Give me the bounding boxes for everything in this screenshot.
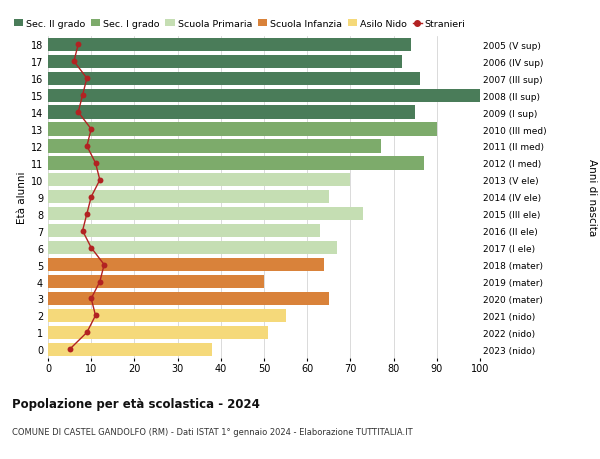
Bar: [48, 106, 415, 119]
Point: [73, 41, 83, 49]
Point: [86, 194, 96, 201]
Bar: [48, 292, 329, 305]
Point: [78, 92, 88, 100]
Bar: [48, 157, 424, 170]
Point: [95, 177, 104, 184]
Bar: [48, 90, 480, 102]
Bar: [48, 73, 419, 85]
Point: [65, 346, 74, 353]
Point: [86, 245, 96, 252]
Bar: [48, 326, 268, 339]
Point: [78, 228, 88, 235]
Point: [86, 295, 96, 302]
Point: [100, 261, 109, 269]
Point: [82, 75, 92, 83]
Point: [91, 160, 100, 167]
Bar: [48, 343, 212, 356]
Bar: [48, 174, 350, 187]
Bar: [48, 224, 320, 238]
Point: [91, 312, 100, 319]
Bar: [48, 309, 286, 322]
Bar: [48, 275, 264, 289]
Text: Anni di nascita: Anni di nascita: [587, 159, 597, 236]
Point: [69, 58, 79, 66]
Point: [82, 211, 92, 218]
Point: [82, 143, 92, 150]
Bar: [48, 258, 325, 272]
Point: [95, 278, 104, 285]
Bar: [48, 123, 437, 136]
Point: [86, 126, 96, 134]
Bar: [48, 56, 402, 69]
Bar: [48, 241, 337, 255]
Bar: [48, 140, 380, 153]
Legend: Sec. II grado, Sec. I grado, Scuola Primaria, Scuola Infanzia, Asilo Nido, Stran: Sec. II grado, Sec. I grado, Scuola Prim…: [14, 20, 466, 29]
Point: [82, 329, 92, 336]
Bar: [48, 191, 329, 204]
Point: [73, 109, 83, 117]
Text: Popolazione per età scolastica - 2024: Popolazione per età scolastica - 2024: [12, 397, 260, 410]
Bar: [48, 207, 364, 221]
Y-axis label: Età alunni: Età alunni: [17, 171, 26, 224]
Bar: [48, 39, 411, 52]
Text: COMUNE DI CASTEL GANDOLFO (RM) - Dati ISTAT 1° gennaio 2024 - Elaborazione TUTTI: COMUNE DI CASTEL GANDOLFO (RM) - Dati IS…: [12, 427, 413, 436]
